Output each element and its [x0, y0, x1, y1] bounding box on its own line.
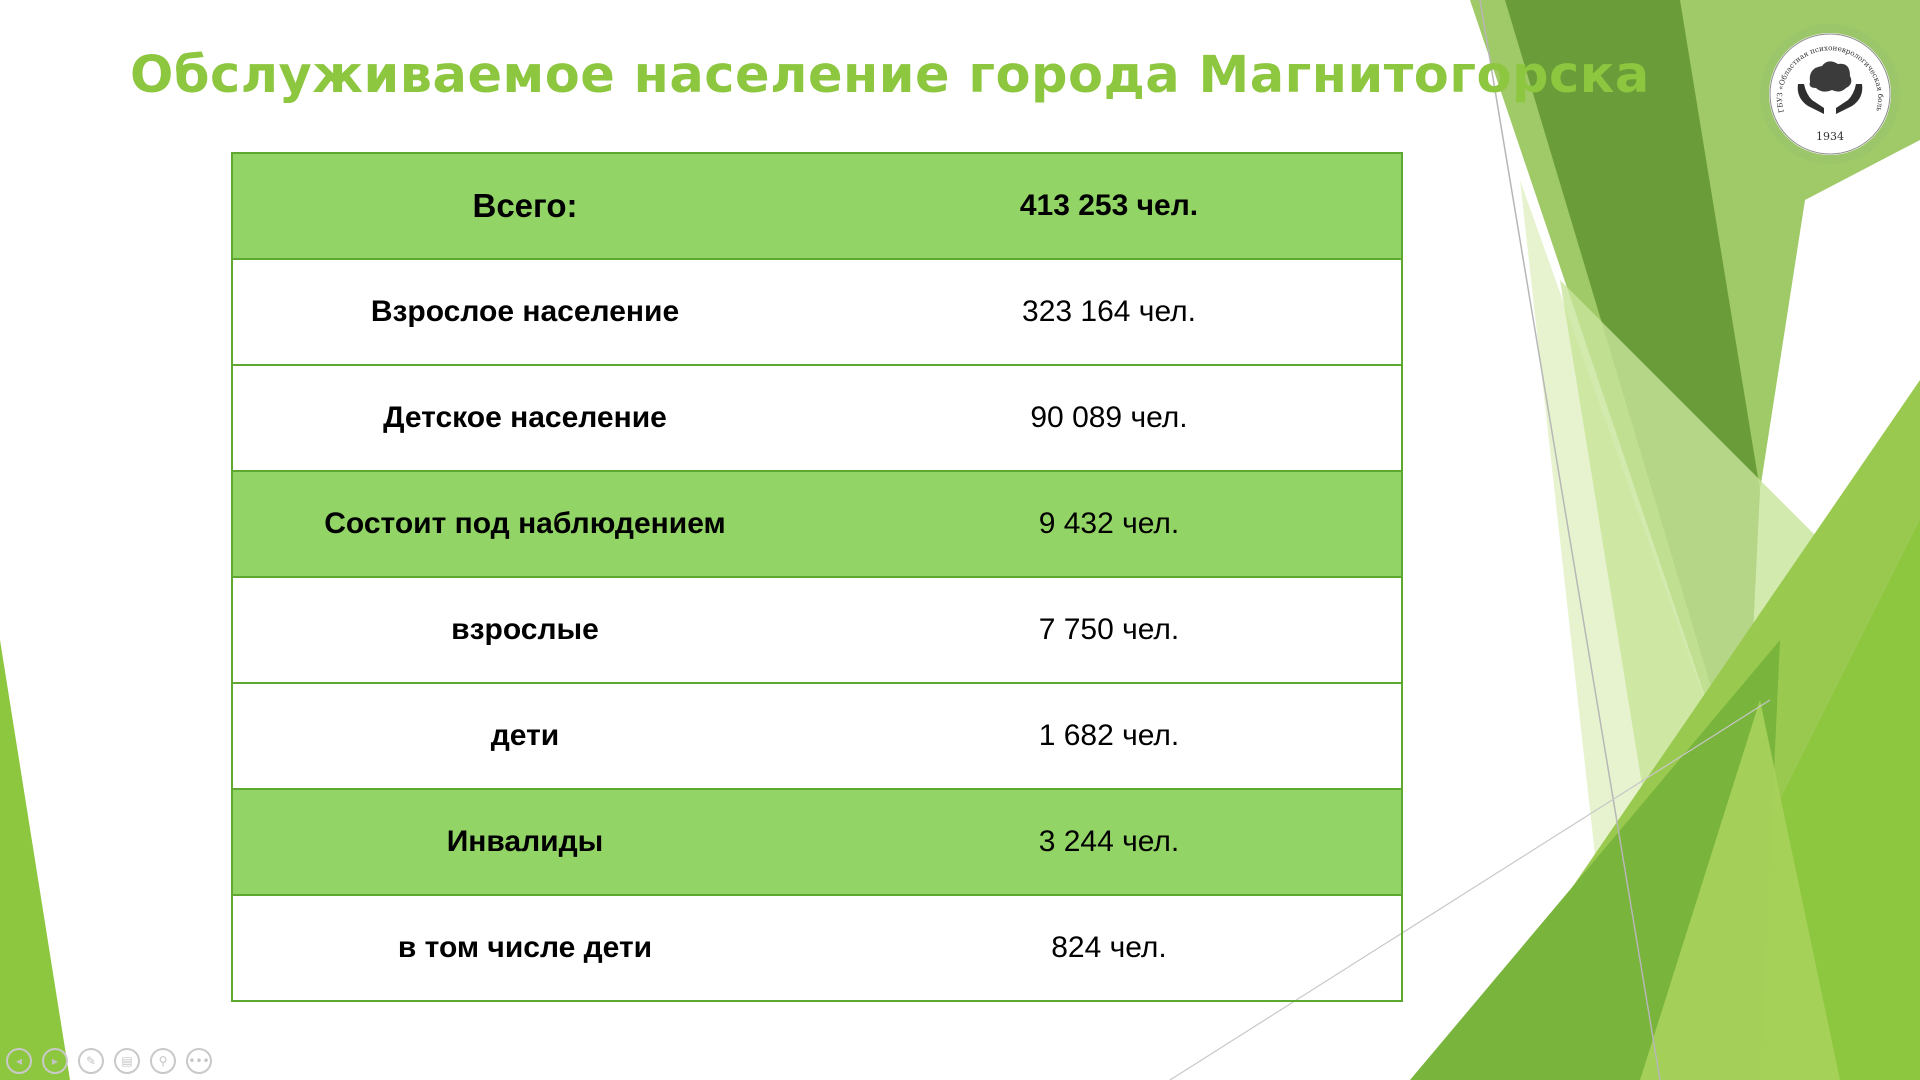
- table-row-total: Всего: 413 253 чел.: [232, 152, 1402, 259]
- row-value: 323 164 чел.: [817, 258, 1402, 365]
- table-row: взрослые 7 750 чел.: [232, 576, 1402, 683]
- see-all-slides-button[interactable]: ▤: [114, 1048, 140, 1074]
- chevron-right-icon: ▸: [51, 1054, 59, 1068]
- row-label: дети: [232, 682, 817, 789]
- table-row-highlight: Состоит под наблюдением 9 432 чел.: [232, 470, 1402, 577]
- row-label: Взрослое население: [232, 258, 817, 365]
- row-value: 1 682 чел.: [817, 682, 1402, 789]
- hospital-logo: ГБУЗ «Областная психоневрологическая бол…: [1758, 22, 1900, 164]
- pen-icon: ✎: [85, 1054, 97, 1068]
- row-value: 9 432 чел.: [817, 470, 1402, 577]
- row-label: Детское население: [232, 364, 817, 471]
- brain-in-hands-icon: [1797, 61, 1863, 114]
- row-label: Всего:: [232, 152, 817, 259]
- row-value: 90 089 чел.: [817, 364, 1402, 471]
- table-row: Взрослое население 323 164 чел.: [232, 258, 1402, 365]
- pen-tool-button[interactable]: ✎: [78, 1048, 104, 1074]
- table-row-highlight: Инвалиды 3 244 чел.: [232, 788, 1402, 895]
- more-options-button[interactable]: •••: [186, 1048, 212, 1074]
- slides-grid-icon: ▤: [121, 1054, 133, 1068]
- row-value: 413 253 чел.: [817, 152, 1402, 259]
- logo-year: 1934: [1816, 130, 1844, 143]
- slideshow-nav-toolbar: ◂ ▸ ✎ ▤ ⚲ •••: [6, 1048, 212, 1074]
- chevron-left-icon: ◂: [15, 1054, 23, 1068]
- row-value: 824 чел.: [817, 894, 1402, 1001]
- row-label: взрослые: [232, 576, 817, 683]
- slide-title: Обслуживаемое население города Магнитого…: [130, 46, 1650, 105]
- population-table: Всего: 413 253 чел. Взрослое население 3…: [231, 152, 1403, 1002]
- zoom-button[interactable]: ⚲: [150, 1048, 176, 1074]
- next-slide-button[interactable]: ▸: [42, 1048, 68, 1074]
- row-label: Состоит под наблюдением: [232, 470, 817, 577]
- table-row: в том числе дети 824 чел.: [232, 894, 1402, 1001]
- table-row: дети 1 682 чел.: [232, 682, 1402, 789]
- row-value: 3 244 чел.: [817, 788, 1402, 895]
- row-label: в том числе дети: [232, 894, 817, 1001]
- previous-slide-button[interactable]: ◂: [6, 1048, 32, 1074]
- table-row: Детское население 90 089 чел.: [232, 364, 1402, 471]
- magnifier-icon: ⚲: [158, 1054, 168, 1068]
- row-label: Инвалиды: [232, 788, 817, 895]
- more-dots-icon: •••: [188, 1054, 210, 1068]
- row-value: 7 750 чел.: [817, 576, 1402, 683]
